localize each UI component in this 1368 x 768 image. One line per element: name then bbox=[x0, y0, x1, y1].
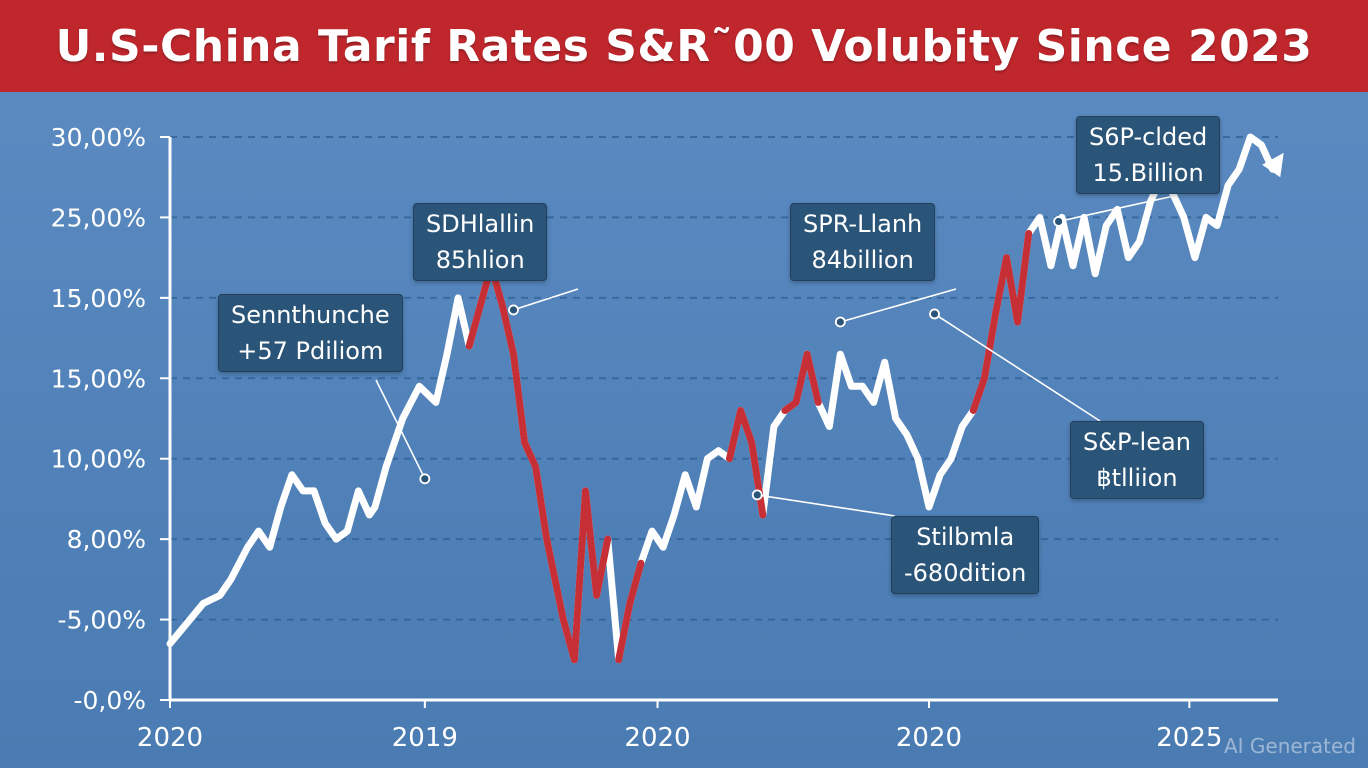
series-line bbox=[166, 133, 1282, 664]
annotation-marker bbox=[508, 304, 519, 316]
annotation-box: S&P-lean ฿tlliion bbox=[1070, 421, 1204, 499]
annotation-line1: Sennthunche bbox=[231, 301, 390, 329]
annotation-line2: 85hlion bbox=[435, 246, 525, 274]
highlight-segment bbox=[969, 230, 1033, 414]
annotation-box: SPR-Llanh 84billion bbox=[790, 203, 936, 281]
annotation-box: Stilbmla -680dition bbox=[891, 516, 1040, 594]
annotation-marker bbox=[419, 473, 431, 485]
y-tick-label: 8,00% bbox=[67, 525, 146, 554]
x-tick-label: 2020 bbox=[624, 723, 690, 753]
annotation-connector bbox=[375, 379, 426, 480]
annotation-line2: +57 Pdiliom bbox=[237, 337, 384, 365]
annotation-marker bbox=[1053, 216, 1065, 227]
annotation-line1: SPR-Llanh bbox=[803, 210, 923, 238]
annotation-connector bbox=[934, 313, 1101, 422]
y-tick-label: 10,00% bbox=[51, 445, 146, 474]
y-tick-label: -0,0% bbox=[73, 686, 146, 715]
x-tick-label: 2020 bbox=[896, 723, 962, 753]
series-index bbox=[166, 133, 1284, 664]
x-tick-labels: 2020 2019 2020 2020 2025 bbox=[137, 723, 1223, 753]
annotation-line2: ฿tlliion bbox=[1096, 464, 1178, 492]
annotation-marker bbox=[834, 316, 846, 328]
chart-title: U.S-China Tarif Rates S&R˜00 Volubity Si… bbox=[55, 20, 1313, 72]
y-tick-label: 25,00% bbox=[51, 203, 146, 232]
annotation-line1: SDHlallin bbox=[426, 210, 535, 238]
x-tick-label: 2019 bbox=[392, 723, 458, 753]
annotation-line2: -680dition bbox=[904, 559, 1027, 587]
annotation-line2: 15.Billion bbox=[1092, 159, 1204, 187]
highlight-segment bbox=[465, 262, 612, 664]
annotation-connector bbox=[840, 288, 957, 323]
y-tick-label: 30,00% bbox=[51, 123, 146, 152]
annotation-marker bbox=[929, 308, 940, 320]
annotation-connector bbox=[1058, 195, 1175, 223]
axes bbox=[160, 136, 1278, 708]
annotation-line1: Stilbmla bbox=[916, 523, 1015, 551]
annotation-box: SDHlallin 85hlion bbox=[413, 203, 548, 281]
annotation-connector bbox=[757, 494, 896, 517]
highlight-segment bbox=[615, 559, 645, 664]
x-tick-label: 2025 bbox=[1156, 723, 1222, 753]
annotation-marker bbox=[751, 489, 763, 501]
annotation-box: Sennthunche +57 Pdiliom bbox=[218, 294, 403, 372]
annotation-line2: 84billion bbox=[811, 246, 914, 274]
annotation-line1: S&P-lean bbox=[1083, 428, 1191, 456]
annotation-connector bbox=[513, 288, 579, 311]
watermark: AI Generated bbox=[1223, 734, 1356, 758]
y-tick-label: 15,00% bbox=[51, 284, 146, 313]
y-tick-labels: 30,00% 25,00% 15,00% 15,00% 10,00% 8,00% -5,00… bbox=[51, 123, 146, 715]
annotation-connectors bbox=[375, 195, 1175, 517]
title-banner: U.S-China Tarif Rates S&R˜00 Volubity Si… bbox=[0, 0, 1368, 92]
annotation-line1: S6P-clded bbox=[1089, 123, 1208, 151]
annotation-box: S6P-clded 15.Billion bbox=[1076, 116, 1221, 194]
y-tick-label: 15,00% bbox=[51, 364, 146, 393]
y-tick-label: -5,00% bbox=[58, 606, 146, 635]
trend-arrowhead bbox=[1262, 152, 1284, 178]
x-tick-label: 2020 bbox=[137, 723, 203, 753]
highlight-segment bbox=[726, 407, 767, 519]
highlight-segment bbox=[781, 350, 822, 414]
